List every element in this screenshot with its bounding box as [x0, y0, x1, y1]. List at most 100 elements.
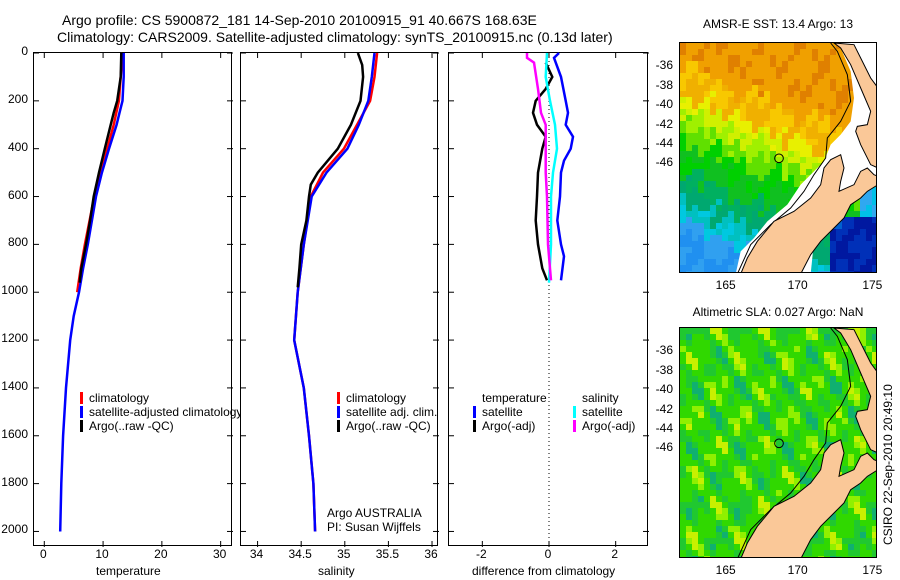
- lon-tick-label: 165: [715, 563, 736, 577]
- argo-float-position-marker: [774, 438, 784, 449]
- x-tick-label: 36: [424, 547, 438, 561]
- x-tick-label: 34.5: [288, 547, 312, 561]
- legend-item-argo: Argo(..raw -QC): [337, 419, 437, 433]
- legend-label: climatology: [89, 391, 150, 405]
- series-temperature-satellite: [552, 52, 575, 281]
- x-tick-label: 34: [249, 547, 264, 561]
- legend-label: Argo(-adj): [482, 419, 536, 433]
- series-satellite-adj-clim-: [292, 52, 376, 532]
- lat-tick-label: -46: [655, 155, 673, 170]
- legend-label: Argo(-adj): [582, 419, 636, 433]
- lat-tick-label: -40: [655, 97, 673, 112]
- sla-map: [679, 327, 877, 558]
- land-north-island: [833, 328, 876, 453]
- land-south-island: [740, 438, 876, 557]
- legend-item-satellite-adj: satellite adj. clim.: [337, 405, 437, 419]
- legend-heading: temperature: [482, 391, 547, 405]
- depth-tick-label: 1600: [1, 426, 28, 441]
- title-line-1: Argo profile: CS 5900872_181 14-Sep-2010…: [62, 12, 537, 28]
- lat-tick-label: -38: [655, 77, 673, 92]
- legend-swatch: [573, 420, 576, 432]
- series-salinity-argo-adj-: [525, 53, 553, 281]
- salinity-diff-legend: salinity satellite Argo(-adj): [573, 391, 635, 433]
- x-tick-label: 0: [39, 547, 47, 561]
- lon-tick-label: 170: [787, 278, 808, 292]
- sst-map-title: AMSR-E SST: 13.4 Argo: 13: [702, 17, 854, 31]
- lat-tick-label: -36: [655, 343, 673, 358]
- legend-label: satellite: [582, 405, 623, 419]
- x-tick-label: 35.5: [375, 547, 400, 561]
- depth-tick-label: 400: [7, 139, 28, 154]
- difference-xlabel: difference from climatology: [472, 564, 616, 578]
- credit-line-1: Argo AUSTRALIA: [327, 506, 422, 520]
- series-temperature-argo-adj-: [531, 62, 554, 281]
- legend-swatch: [473, 420, 476, 432]
- series-climatology: [292, 52, 379, 532]
- legend-label: Argo(..raw -QC): [89, 419, 174, 433]
- legend-label: climatology: [346, 391, 407, 405]
- legend-item-satellite-adjusted: satellite-adjusted climatology: [80, 405, 242, 419]
- legend-label: satellite adj. clim.: [346, 405, 438, 419]
- credit-line-2: PI: Susan Wijffels: [327, 520, 421, 534]
- title-line-2: Climatology: CARS2009. Satellite-adjuste…: [57, 29, 613, 45]
- legend-label: satellite: [482, 405, 523, 419]
- lat-tick-label: -44: [655, 135, 673, 150]
- lat-tick-label: -46: [655, 440, 673, 455]
- argo-credit: Argo AUSTRALIA PI: Susan Wijffels: [327, 506, 422, 534]
- x-tick-label: 35: [337, 547, 351, 561]
- legend-item-climatology: climatology: [80, 391, 242, 405]
- x-tick-label: 10: [95, 547, 109, 561]
- lat-tick-label: -36: [655, 58, 673, 73]
- lat-tick-label: -40: [655, 382, 673, 397]
- series-argo-raw-qc-: [78, 52, 123, 283]
- depth-tick-label: 0: [21, 44, 28, 58]
- temperature-diff-legend: temperature satellite Argo(-adj): [473, 391, 547, 433]
- argo-float-position-marker: [774, 153, 784, 164]
- x-tick-label: 30: [212, 547, 227, 561]
- difference-plot: [448, 52, 649, 547]
- series-argo-raw-qc-: [296, 52, 365, 288]
- temperature-xlabel: temperature: [96, 564, 161, 578]
- lat-tick-label: -42: [655, 401, 673, 416]
- legend-item-climatology: climatology: [337, 391, 437, 405]
- x-tick-label: -2: [475, 547, 487, 561]
- lon-tick-label: 175: [862, 278, 883, 292]
- land-north-island: [833, 43, 876, 168]
- legend-swatch: [80, 420, 83, 432]
- sst-map: [679, 42, 877, 273]
- land-south-island: [740, 153, 876, 272]
- salinity-plot: [240, 52, 439, 547]
- salinity-xlabel: salinity: [318, 564, 355, 578]
- x-tick-label: 0: [544, 547, 552, 561]
- legend-item: satellite: [573, 405, 635, 419]
- legend-item: Argo(-adj): [473, 419, 547, 433]
- legend-swatch: [80, 406, 83, 418]
- csiro-timestamp: CSIRO 22-Sep-2010 20:49:10: [881, 384, 895, 545]
- lon-tick-label: 175: [862, 563, 883, 577]
- legend-heading: salinity: [582, 391, 619, 405]
- legend-label: satellite-adjusted climatology: [89, 405, 243, 419]
- depth-tick-label: 1200: [1, 331, 28, 346]
- legend-swatch: [80, 392, 83, 404]
- lat-tick-label: -38: [655, 362, 673, 377]
- legend-swatch: [337, 406, 340, 418]
- legend-item-argo: Argo(..raw -QC): [80, 419, 242, 433]
- depth-tick-label: 200: [7, 91, 28, 106]
- legend-swatch: [573, 406, 576, 418]
- lat-tick-label: -44: [655, 420, 673, 435]
- depth-tick-label: 2000: [1, 522, 28, 537]
- depth-tick-label: 600: [7, 187, 28, 202]
- temperature-plot: [33, 52, 233, 547]
- sla-map-title: Altimetric SLA: 0.027 Argo: NaN: [692, 305, 864, 319]
- depth-tick-label: 1000: [1, 283, 28, 298]
- lon-tick-label: 170: [787, 563, 808, 577]
- legend-swatch: [337, 420, 340, 432]
- salinity-legend: climatology satellite adj. clim. Argo(..…: [337, 391, 437, 433]
- legend-item: satellite: [473, 405, 547, 419]
- depth-tick-label: 1800: [1, 474, 28, 489]
- temperature-legend: climatology satellite-adjusted climatolo…: [80, 391, 242, 433]
- legend-label: Argo(..raw -QC): [346, 419, 431, 433]
- legend-swatch: [473, 406, 476, 418]
- series-satellite-adjusted-climatology: [58, 53, 125, 532]
- series-salinity-satellite: [544, 52, 559, 283]
